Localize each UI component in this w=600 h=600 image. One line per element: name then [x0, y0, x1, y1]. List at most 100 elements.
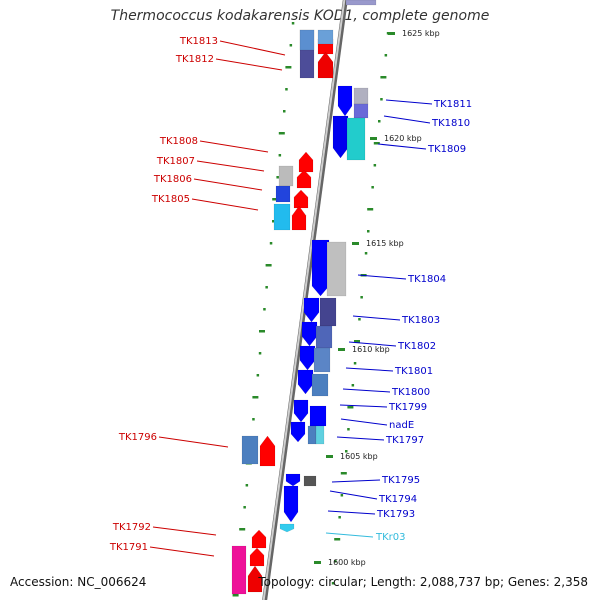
- tick-mark-right: [347, 428, 350, 431]
- leader-line: [352, 315, 401, 321]
- gene-label-right: TK1811: [433, 99, 472, 110]
- gene-block: [315, 325, 333, 349]
- scale-label: 1625 kbp: [402, 29, 440, 38]
- gene-label-left: TK1807: [156, 156, 195, 167]
- tick-mark-right: [371, 186, 374, 189]
- gene-arrow: [296, 169, 312, 189]
- tick-mark-right: [334, 560, 337, 563]
- gene-arrow: [251, 529, 267, 549]
- tick-mark-right: [345, 450, 348, 453]
- gene-block: [231, 545, 247, 595]
- leader-line: [199, 140, 269, 153]
- gene-label-left: TK1808: [159, 136, 198, 147]
- gene-arrow: [283, 485, 299, 523]
- scale-label: 1615 kbp: [366, 239, 404, 248]
- leader-line: [357, 274, 407, 280]
- tick-mark-left: [265, 264, 272, 267]
- scale-tick: [326, 455, 333, 458]
- gene-block: [278, 165, 294, 187]
- gene-block: [241, 435, 259, 465]
- gene-label-right: TK1809: [427, 144, 466, 155]
- gene-block: [315, 425, 325, 445]
- tick-mark-left: [263, 308, 266, 311]
- leader-line: [191, 198, 259, 211]
- gene-arrow: [299, 345, 316, 371]
- scale-label: 1600 kbp: [328, 558, 366, 567]
- tick-mark-right: [384, 54, 388, 57]
- gene-block: [345, 0, 377, 6]
- tick-mark-right: [340, 494, 344, 497]
- gene-block: [317, 29, 334, 45]
- tick-mark-left: [278, 132, 285, 135]
- gene-label-right: TK1799: [388, 402, 427, 413]
- tick-mark-right: [358, 318, 361, 321]
- leader-line: [377, 143, 427, 150]
- tick-mark-right: [354, 340, 360, 343]
- tick-mark-right: [331, 582, 335, 585]
- genome-summary-label: Topology: circular; Length: 2,088,737 bp…: [258, 575, 588, 589]
- leader-line: [152, 526, 217, 536]
- leader-line: [336, 436, 385, 441]
- tick-mark-right: [367, 208, 374, 211]
- gene-block: [346, 117, 366, 161]
- tick-mark-left: [289, 44, 293, 47]
- leader-line: [342, 388, 391, 393]
- tick-mark-left: [252, 396, 259, 399]
- tick-mark-left: [269, 242, 273, 245]
- leader-line: [329, 490, 378, 500]
- map-title: Thermococcus kodakarensis KOD1, complete…: [110, 8, 490, 24]
- gene-block: [319, 297, 337, 327]
- gene-arrow: [247, 565, 263, 593]
- gene-arrow: [259, 435, 276, 467]
- leader-line: [196, 160, 265, 172]
- gene-block: [309, 405, 327, 427]
- gene-label-right: TK1800: [391, 387, 430, 398]
- gene-block: [353, 103, 369, 119]
- gene-arrow: [285, 473, 301, 487]
- gene-block: [273, 203, 291, 231]
- gene-arrow: [337, 85, 353, 117]
- tick-mark-right: [373, 164, 377, 167]
- leader-line: [340, 418, 388, 426]
- gene-label-right: TK1794: [378, 494, 417, 505]
- gene-label-left: TK1812: [175, 54, 214, 65]
- gene-label-left: TK1796: [118, 432, 157, 443]
- tick-mark-left: [259, 330, 265, 333]
- gene-label-left: TK1791: [109, 542, 148, 553]
- leader-line: [215, 58, 283, 71]
- tick-mark-right: [380, 98, 383, 101]
- leader-line: [219, 40, 286, 56]
- tick-mark-left: [245, 484, 249, 487]
- gene-block: [311, 373, 329, 397]
- gene-label-right: TK1810: [431, 118, 470, 129]
- gene-block: [275, 185, 291, 203]
- scale-label: 1610 kbp: [352, 345, 390, 354]
- leader-line: [158, 436, 229, 448]
- gene-block: [307, 425, 317, 445]
- tick-mark-left: [283, 110, 286, 113]
- leader-line: [383, 115, 431, 124]
- gene-block: [299, 29, 315, 51]
- gene-label-right: nadE: [389, 420, 414, 431]
- gene-label-left: TK1792: [112, 522, 151, 533]
- tick-mark-left: [239, 528, 246, 531]
- tick-mark-left: [272, 220, 275, 223]
- leader-line: [339, 404, 388, 408]
- tick-mark-right: [353, 362, 357, 365]
- tick-mark-right: [347, 406, 354, 409]
- leader-line: [345, 367, 394, 372]
- leader-line: [193, 178, 263, 191]
- tick-mark-left: [285, 88, 288, 91]
- tick-mark-left: [265, 286, 268, 289]
- tick-mark-right: [340, 472, 347, 475]
- gene-label-right: TK1801: [394, 366, 433, 377]
- tick-mark-left: [276, 176, 279, 179]
- tick-mark-left: [232, 594, 239, 597]
- tick-mark-left: [291, 22, 295, 25]
- tick-mark-left: [285, 66, 292, 69]
- gene-block: [326, 241, 347, 297]
- scale-tick: [352, 242, 359, 245]
- gene-label-right: TK1795: [381, 475, 420, 486]
- gene-arrow: [303, 297, 320, 323]
